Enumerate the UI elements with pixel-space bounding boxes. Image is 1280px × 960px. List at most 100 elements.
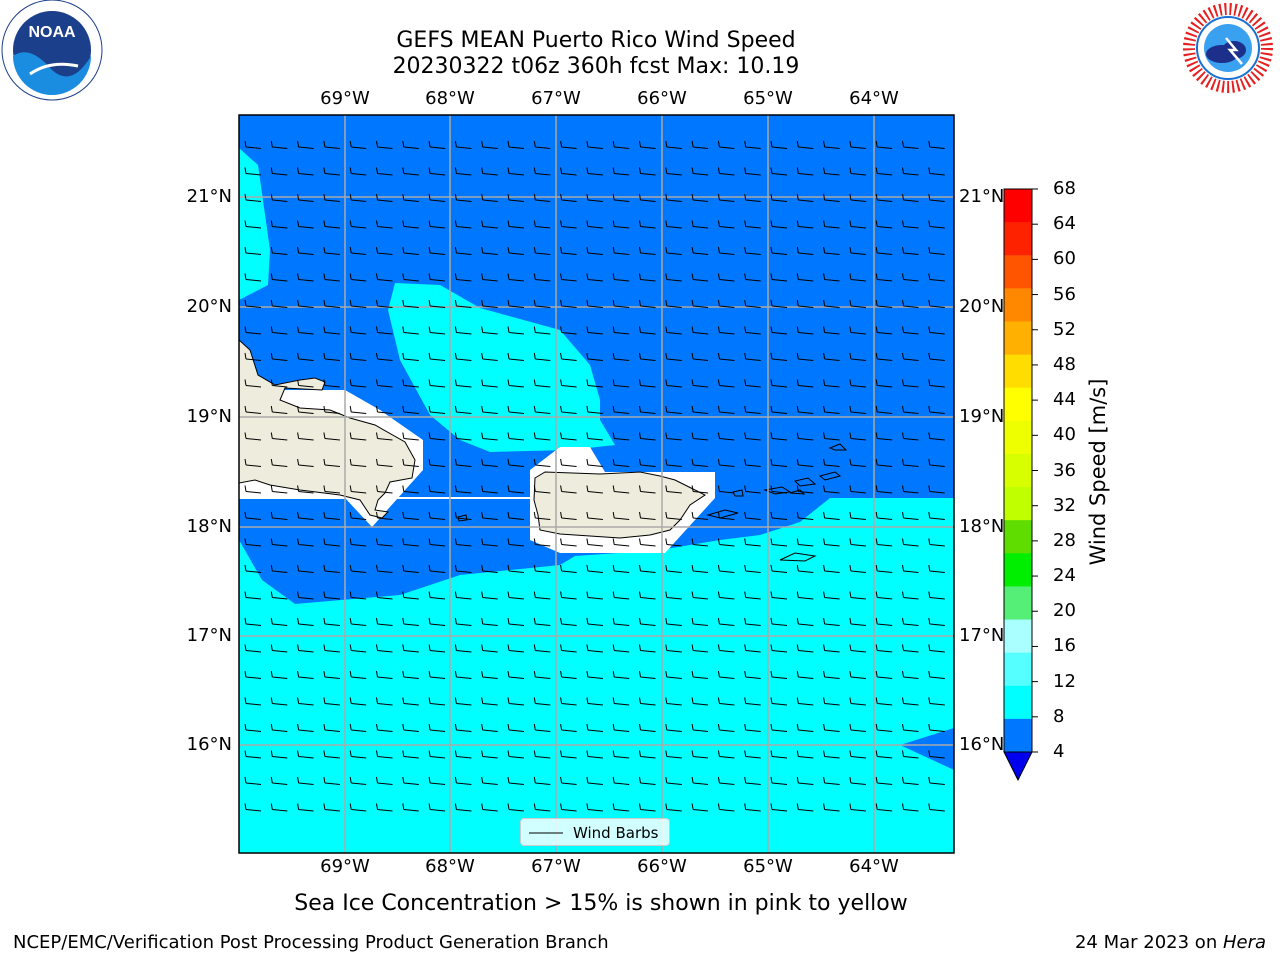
- wind-barb: [770, 246, 788, 255]
- lat-label-right: 16°N: [959, 734, 1005, 755]
- wind-barb: [481, 140, 498, 149]
- wind-barb: [665, 723, 682, 732]
- map-frame: [238, 114, 955, 854]
- wind-barb: [612, 167, 630, 176]
- wind-barb: [875, 803, 893, 812]
- wind-barb: [586, 220, 603, 229]
- wind-barb: [665, 405, 682, 414]
- wind-barb: [639, 379, 656, 388]
- wind-barb: [744, 723, 761, 732]
- wind-barb: [902, 511, 919, 520]
- wind-barb: [717, 458, 735, 467]
- lat-label-left: 19°N: [186, 406, 232, 427]
- wind-barb: [665, 246, 682, 255]
- wind-barb: [270, 803, 288, 812]
- wind-barb: [796, 485, 814, 494]
- wind-barb: [717, 140, 735, 149]
- wind-barb: [270, 564, 288, 573]
- colorbar-tick-label: 56: [1053, 283, 1076, 305]
- wind-barb: [744, 697, 761, 706]
- wind-barb: [902, 273, 919, 282]
- wind-barb: [612, 511, 630, 520]
- wind-barb: [507, 193, 525, 202]
- footer-left: NCEP/EMC/Verification Post Processing Pr…: [13, 932, 609, 953]
- wind-barb: [770, 405, 788, 414]
- wind-barb: [717, 220, 735, 229]
- wind-barb: [902, 379, 919, 388]
- wind-barb: [612, 273, 630, 282]
- wind-barb: [507, 617, 525, 626]
- wind-barb: [481, 299, 498, 308]
- wind-barb: [849, 326, 866, 335]
- lat-label-right: 18°N: [959, 516, 1005, 537]
- wind-barb: [902, 617, 919, 626]
- wind-barb: [507, 299, 525, 308]
- wind-barb: [481, 564, 498, 573]
- wind-barb: [691, 644, 709, 653]
- wind-barb: [796, 617, 814, 626]
- wind-barb: [270, 379, 288, 388]
- wind-barb: [823, 803, 840, 812]
- wind-barb: [244, 723, 262, 732]
- wind-barb: [639, 167, 656, 176]
- wind-barb: [612, 564, 630, 573]
- wind-barb: [454, 273, 472, 282]
- wind-barb: [297, 485, 314, 494]
- wind-barb: [454, 140, 472, 149]
- wind-barb: [796, 167, 814, 176]
- wind-barb: [402, 591, 419, 600]
- wind-barb: [297, 246, 314, 255]
- wind-barb: [376, 776, 393, 785]
- wind-barb: [691, 670, 709, 679]
- wind-barb: [639, 352, 656, 361]
- wind-barb: [349, 432, 367, 441]
- colorbar-tick-label: 12: [1053, 670, 1076, 692]
- wind-barb: [639, 432, 656, 441]
- wind-barb: [902, 246, 919, 255]
- wind-barb: [454, 352, 472, 361]
- wind-barb: [323, 299, 340, 308]
- wind-barb: [823, 273, 840, 282]
- wind-barb: [639, 670, 656, 679]
- wind-barb: [297, 458, 314, 467]
- wind-barb: [533, 458, 551, 467]
- wind-barb: [928, 193, 945, 202]
- wind-barbs-legend: Wind Barbs: [520, 818, 670, 846]
- wind-barb: [454, 485, 472, 494]
- wind-barb: [902, 193, 919, 202]
- wind-barb: [428, 140, 446, 149]
- wind-barb: [270, 538, 288, 547]
- wind-barb: [454, 299, 472, 308]
- wind-barb: [717, 405, 735, 414]
- wind-barb: [428, 591, 446, 600]
- wind-barb: [665, 803, 682, 812]
- wind-barb: [902, 167, 919, 176]
- wind-barb: [533, 803, 551, 812]
- wind-barb: [244, 326, 262, 335]
- wind-barb: [270, 670, 288, 679]
- wind-barb: [875, 670, 893, 679]
- colorbar-segment: [1004, 453, 1032, 488]
- wind-barb: [717, 644, 735, 653]
- wind-barb: [823, 697, 840, 706]
- wind-barb: [717, 167, 735, 176]
- wind-barb: [928, 432, 945, 441]
- wind-barb: [612, 246, 630, 255]
- wind-8-12-region-mona: [388, 283, 615, 452]
- wind-barb: [402, 379, 419, 388]
- wind-barb: [402, 511, 419, 520]
- wind-barb: [533, 432, 551, 441]
- wind-barb: [849, 511, 866, 520]
- wind-barb: [770, 458, 788, 467]
- wind-barb: [244, 405, 262, 414]
- wind-barb: [507, 167, 525, 176]
- wind-barb: [586, 326, 603, 335]
- lat-label-right: 20°N: [959, 296, 1005, 317]
- wind-barb: [323, 511, 340, 520]
- wind-barb: [349, 273, 367, 282]
- wind-barb: [665, 220, 682, 229]
- wind-barb: [586, 803, 603, 812]
- wind-barb: [454, 167, 472, 176]
- wind-barb: [560, 458, 577, 467]
- wind-barb: [270, 273, 288, 282]
